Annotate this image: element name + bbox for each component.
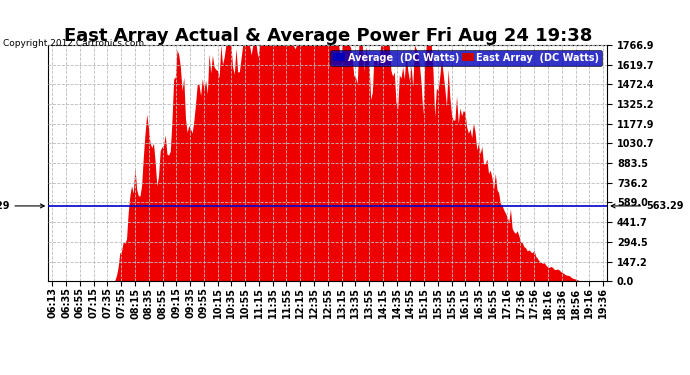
- Legend: Average  (DC Watts), East Array  (DC Watts): Average (DC Watts), East Array (DC Watts…: [330, 50, 602, 66]
- Text: 563.29: 563.29: [611, 201, 684, 211]
- Title: East Array Actual & Average Power Fri Aug 24 19:38: East Array Actual & Average Power Fri Au…: [63, 27, 592, 45]
- Text: 563.29: 563.29: [0, 201, 44, 211]
- Text: Copyright 2012 Cartronics.com: Copyright 2012 Cartronics.com: [3, 39, 145, 48]
